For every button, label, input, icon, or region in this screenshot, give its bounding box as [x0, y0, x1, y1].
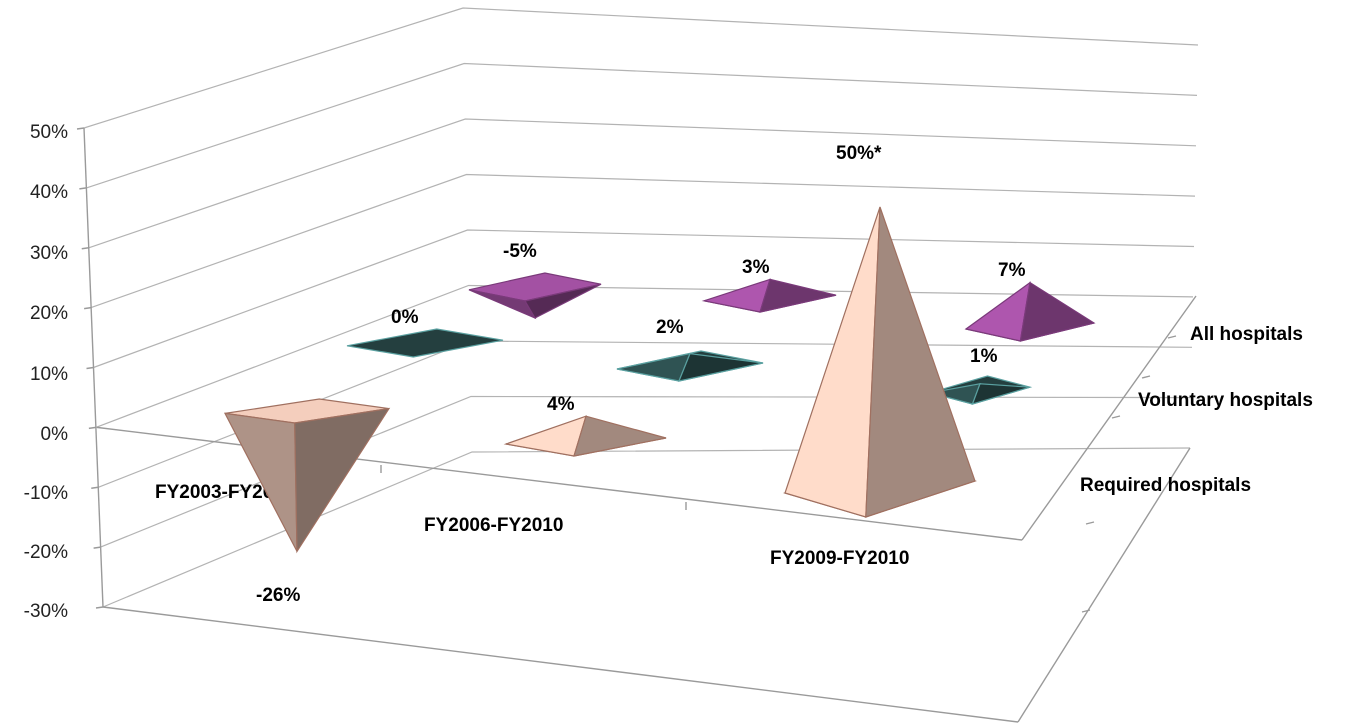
- pyramid-all-fy2009: [964, 281, 1096, 342]
- y-tick-label: 40%: [30, 182, 68, 203]
- y-tick-mark: [86, 366, 94, 370]
- floor-right-edge: [1017, 447, 1191, 723]
- pyramid-face: [678, 352, 764, 382]
- depth-tick-mark: [1111, 415, 1121, 419]
- gridlines: [83, 7, 1199, 608]
- pyramid-face: [294, 407, 391, 554]
- gridline: [90, 173, 1196, 309]
- pyramid-voluntary-fy2006: [616, 350, 764, 382]
- gridline: [95, 284, 1194, 428]
- data-label-voluntary-fy2009: 1%: [970, 346, 998, 367]
- y-tick-label: 10%: [30, 364, 68, 385]
- y-tick-mark: [95, 606, 104, 609]
- pyramid-required-fy2006: [503, 415, 667, 457]
- y-tick-mark: [91, 486, 99, 489]
- data-label-required-fy2009: 50%*: [836, 143, 882, 164]
- data-label-all-fy2009: 7%: [998, 260, 1026, 281]
- y-tick-mark: [76, 127, 85, 130]
- y-tick-label: -10%: [24, 483, 68, 504]
- category-label: FY2009-FY2010: [770, 548, 909, 569]
- pyramid-required-fy2003: [223, 398, 391, 554]
- data-label-voluntary-fy2006: 2%: [656, 317, 684, 338]
- pyramid-marks: [223, 206, 1096, 554]
- data-label-all-fy2003: -5%: [503, 241, 537, 262]
- data-label-all-fy2006: 3%: [742, 257, 770, 278]
- pyramid-base: [346, 328, 504, 358]
- series-axis-labels: All hospitals Voluntary hospitals Requir…: [1080, 324, 1313, 496]
- pyramid-face: [759, 278, 837, 313]
- data-label-voluntary-fy2003: 0%: [391, 307, 419, 328]
- category-label: FY2006-FY2010: [424, 515, 563, 536]
- y-tick-mark: [79, 187, 87, 190]
- y-tick-mark: [88, 426, 96, 430]
- y-tick-mark: [93, 546, 101, 549]
- pyramid-face: [616, 352, 691, 382]
- pyramid-voluntary-fy2009: [927, 375, 1033, 405]
- pyramid-face: [1019, 281, 1096, 342]
- pyramid-face: [503, 415, 587, 457]
- category-labels: FY2003-FY2010 FY2006-FY2010 FY2009-FY201…: [155, 482, 909, 569]
- pyramid-face: [964, 281, 1031, 342]
- y-tick-label: 20%: [30, 303, 68, 324]
- pyramid-required-fy2009: [782, 206, 978, 518]
- y-tick-label: 0%: [41, 424, 69, 445]
- y-tick-label: -30%: [24, 601, 68, 622]
- depth-tick-mark: [1081, 609, 1091, 613]
- depth-tick-mark: [1141, 375, 1151, 379]
- gridline: [86, 62, 1198, 189]
- depth-axis-line: [1021, 295, 1197, 541]
- floor-front-edge: [102, 606, 1019, 723]
- depth-tick-mark: [1167, 335, 1177, 339]
- y-tick-mark: [84, 306, 92, 310]
- category-label: FY2003-FY2010: [155, 482, 294, 503]
- series-label-voluntary-hospitals: Voluntary hospitals: [1138, 390, 1313, 411]
- data-label-required-fy2006: 4%: [547, 394, 575, 415]
- pyramid-voluntary-fy2003: [346, 328, 504, 358]
- gridline: [88, 118, 1197, 249]
- pyramid-face: [971, 383, 1031, 405]
- gridline: [83, 7, 1199, 129]
- pyramid-face: [784, 206, 881, 518]
- pyramid-face: [524, 283, 602, 319]
- pyramid-face: [865, 206, 976, 518]
- gridline: [93, 229, 1195, 369]
- pyramid-face: [573, 415, 667, 457]
- data-label-required-fy2003: -26%: [256, 585, 300, 606]
- y-tick-label: 50%: [30, 122, 68, 143]
- y-axis-ticks: 50% 40% 30% 20% 10% 0% -10% -20% -30%: [24, 122, 68, 622]
- data-labels: -5% 3% 7% 0% 2% 1% -26% 4% 50%*: [256, 143, 1026, 606]
- pyramid-all-fy2006: [701, 278, 837, 313]
- y-tick-label: 30%: [30, 243, 68, 264]
- series-label-all-hospitals: All hospitals: [1190, 324, 1303, 345]
- y-tick-mark: [81, 247, 89, 250]
- depth-tick-mark: [1085, 521, 1095, 525]
- y-tick-label: -20%: [24, 542, 68, 563]
- pyramid-all-fy2003: [468, 272, 602, 320]
- series-label-required-hospitals: Required hospitals: [1080, 475, 1251, 496]
- pyramid-face: [701, 278, 771, 313]
